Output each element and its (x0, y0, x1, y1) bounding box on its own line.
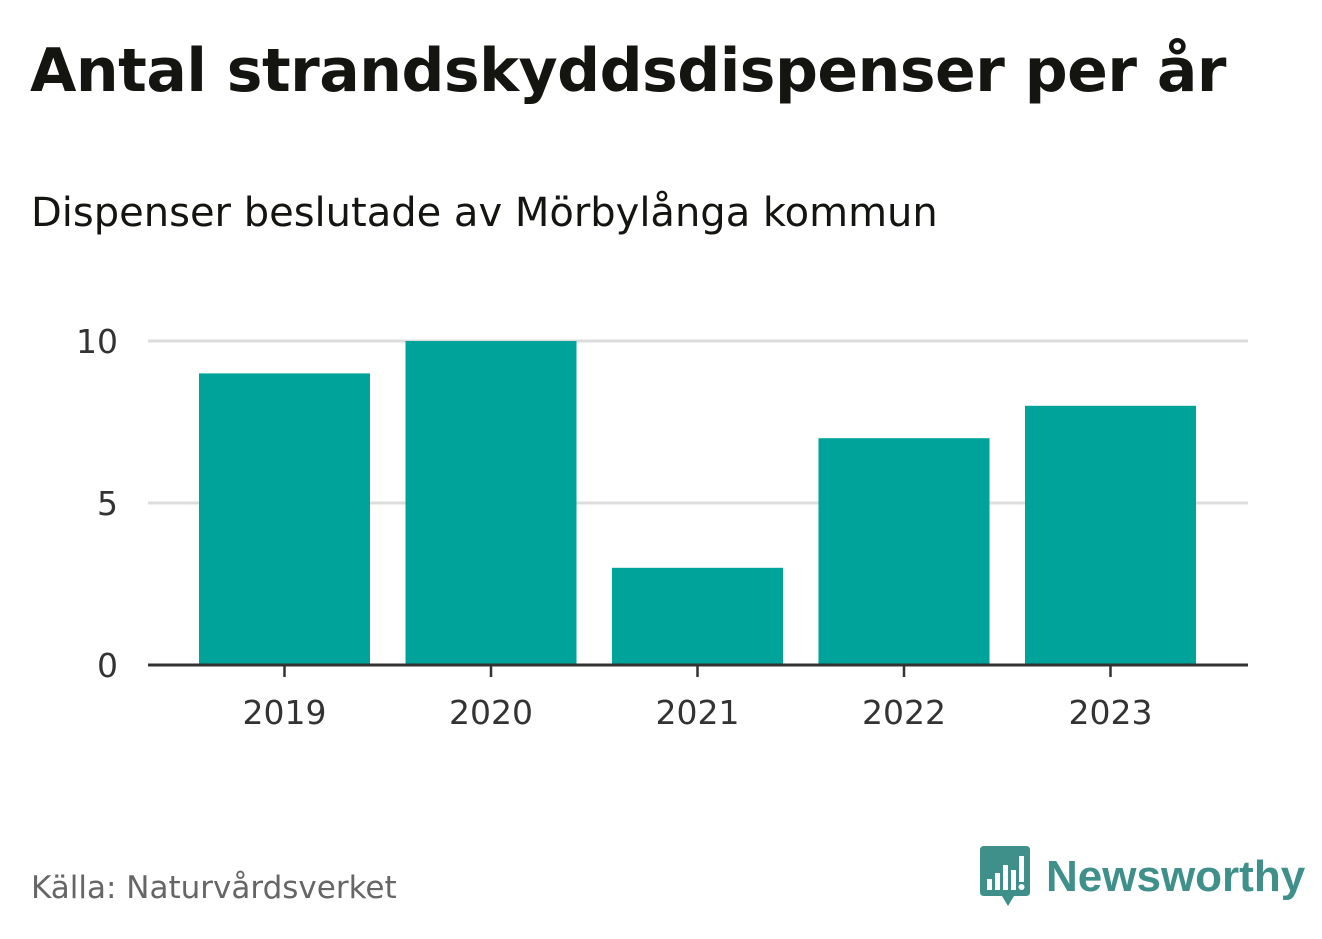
x-tick-label: 2023 (1069, 693, 1153, 732)
bar (405, 341, 577, 665)
bar (1025, 405, 1196, 665)
y-tick-label: 0 (97, 646, 118, 685)
axis-layer (148, 663, 1248, 677)
x-tick-label: 2019 (243, 693, 327, 732)
newsworthy-logo-icon (980, 846, 1030, 906)
bar (818, 438, 990, 665)
bar (199, 373, 370, 665)
brand-name: Newsworthy (1046, 852, 1306, 901)
chart-title: Antal strandskyddsdispenser per år (30, 36, 1226, 106)
chart-subtitle: Dispenser beslutade av Mörbylånga kommun (31, 190, 938, 236)
y-tick-label: 5 (97, 484, 118, 523)
bar-layer (199, 341, 1196, 665)
x-tick-label: 2020 (449, 693, 533, 732)
bar-chart: 0 5 10 2019 2020 2021 2022 2023 (76, 322, 1248, 732)
x-tick-label: 2022 (862, 693, 946, 732)
brand-logo: Newsworthy (980, 846, 1305, 908)
source-note: Källa: Naturvårdsverket (31, 870, 397, 906)
label-layer: 0 5 10 2019 2020 2021 2022 2023 (76, 322, 1152, 732)
bar (612, 567, 783, 665)
y-tick-label: 10 (76, 322, 118, 361)
x-tick-label: 2021 (656, 693, 740, 732)
